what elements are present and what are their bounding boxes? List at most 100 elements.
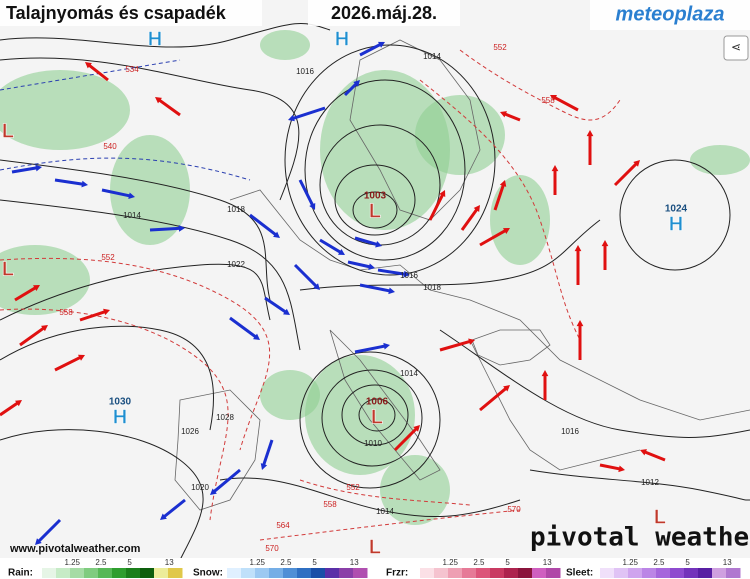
share-button[interactable] [723,35,749,61]
wind-arrow-shaft [149,226,182,232]
isobar-label: 1016 [561,427,579,436]
wind-arrow-shaft [101,188,132,198]
isobar [321,369,423,467]
legend-swatch [698,568,713,578]
wind-arrow-head [35,164,42,172]
map-labels: H HLLL1003H1024H1030L1006LL10161014101410… [2,28,688,559]
isobar-label: 1018 [423,283,441,292]
wind-arrow-shaft [249,213,278,237]
legend-swatch [297,568,312,578]
isobar [619,159,731,271]
wind-arrow-head [388,287,395,295]
isobar [439,329,750,438]
legend-swatch [325,568,340,578]
legend-tick-label: 13 [723,558,732,567]
logo: meteoplaza [616,3,725,25]
wind-arrow-shaft [354,344,387,354]
wind-arrow-head [503,228,510,234]
wind-arrow-shaft [19,326,46,347]
legend-tick-label: 5 [312,558,317,567]
coastline [469,339,641,471]
legend-swatch [684,568,699,578]
thickness-line [259,509,521,541]
wind-arrow-head [15,400,22,407]
legend-swatch [532,568,547,578]
coastline [349,39,481,221]
wind-arrow-shaft [393,426,419,452]
wind-arrow-shaft [359,42,383,57]
legend-swatch [614,568,629,578]
rain-area [690,145,750,175]
isobar-label: 1010 [364,439,382,448]
legend-swatch [42,568,57,578]
pressure-letter: L [2,258,14,280]
brand: pivotal weather [530,523,750,553]
wind-arrow-head [273,231,280,238]
pressure-letter: L [654,506,666,528]
legend-swatch [56,568,71,578]
thickness-label: 564 [276,521,290,530]
wind-arrow-shaft [319,238,343,255]
thickness-line [0,257,271,451]
wind-arrow-shaft [354,236,379,247]
legend-swatch [490,568,505,578]
legend-swatch [353,568,368,578]
wind-arrow-head [576,320,584,327]
pressure-letter: H [335,28,349,50]
legend-tick-label: 13 [350,558,359,567]
pressure-letter: L [371,406,383,428]
legend-swatch [255,568,270,578]
thickness-line [0,157,251,181]
wind-arrow-head [353,80,360,87]
isobar-label: 1020 [191,483,209,492]
legend-swatch [420,568,435,578]
wind-arrow-head [103,308,110,316]
wind-arrow-head [128,192,135,200]
wind-arrows [0,41,666,545]
wind-arrow-shaft [36,518,62,544]
share-icon[interactable]: ⋖ [731,40,741,54]
wind-arrow-head [35,538,42,545]
isobar-label: 1014 [400,369,418,378]
isobar-label: 1012 [641,478,659,487]
wind-arrow-head [160,513,167,520]
legend-tick-label: 2.5 [95,558,107,567]
legend-swatch [504,568,519,578]
wind-arrow-shaft [479,386,508,412]
wind-arrow-shaft [212,468,241,494]
wind-arrow-head [78,354,85,361]
coastlines [174,39,750,511]
legend-swatch [546,568,561,578]
wind-arrow-head [601,240,609,247]
wind-arrow-shaft [428,192,445,221]
wind-arrow-head [550,94,557,101]
isobar-label: 1026 [181,427,199,436]
isobar [219,477,521,518]
wind-arrow-head [551,165,559,172]
thickness-line [0,59,181,91]
pressure-letter: L [369,536,381,558]
wind-arrow-head [178,224,185,232]
thickness-label: 558 [541,96,555,105]
legend-swatch [462,568,477,578]
date-box [308,0,460,26]
date: 2026.máj.28. [331,3,437,23]
pressure-letter: L [2,120,14,142]
legend-swatch [628,568,643,578]
thickness-label: 558 [59,308,73,317]
rain-area [305,355,415,475]
thickness-lines [0,49,621,541]
legend-tick-label: 2.5 [280,558,292,567]
wind-arrow-head [155,97,162,104]
legend-swatch [168,568,183,578]
wind-arrow-head [633,160,640,167]
wind-arrow-shaft [439,339,472,352]
wind-arrow-head [640,449,647,456]
isobar [352,191,398,229]
isobar-label: 1014 [376,507,394,516]
thickness-label: 552 [346,483,360,492]
legend-swatch [70,568,85,578]
wind-arrow-head [313,283,320,290]
wind-arrow-head [503,385,510,392]
isobar [0,199,301,351]
